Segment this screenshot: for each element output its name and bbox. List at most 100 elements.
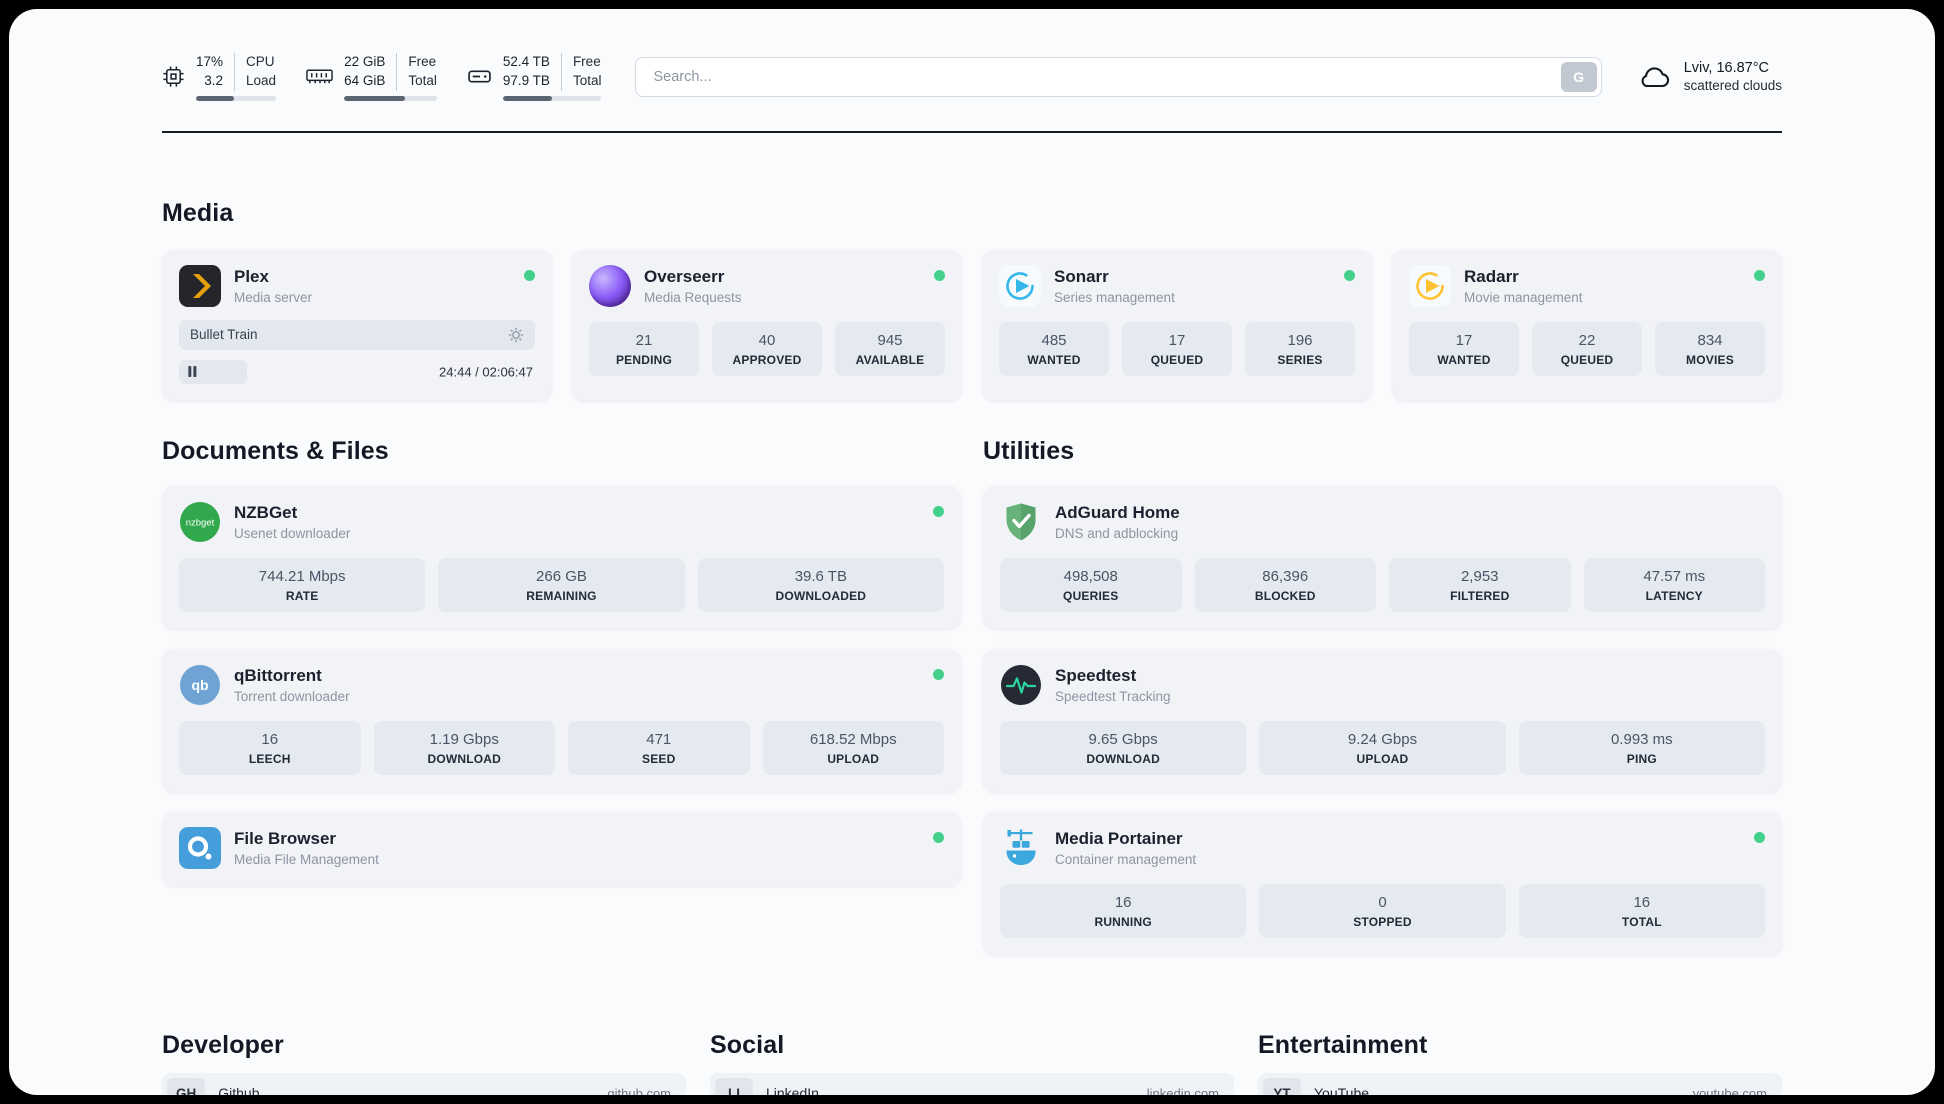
status-dot [933,831,944,843]
link-url: linkedin.com [1146,1085,1219,1095]
stat-rate: 744.21 Mbps RATE [179,557,426,612]
nzbget-icon: nzbget [179,501,221,543]
link-name: LinkedIn [766,1085,819,1095]
ram-total-label: Total [408,72,437,88]
section-utilities: Utilities AdGuard Home [983,437,1782,955]
link-url: youtube.com [1692,1085,1767,1095]
gear-icon[interactable] [508,327,524,343]
link-youtube[interactable]: YT YouTube youtube.com [1258,1072,1782,1095]
ram-progress-bar [344,95,437,101]
service-title: NZBGet [234,502,298,522]
cloud-icon [1636,64,1672,90]
service-subtitle: Usenet downloader [234,525,351,541]
stat-series: 196 SERIES [1245,321,1355,376]
section-title-utilities: Utilities [983,436,1075,465]
service-card-plex[interactable]: Plex Media server Bullet Train [162,249,552,401]
service-subtitle: Speedtest Tracking [1055,688,1171,704]
radarr-icon [1409,264,1451,307]
disk-free-label: Free [572,54,601,69]
playback-time: 24:44 / 02:06:47 [439,364,533,380]
stat-download: 9.65 Gbps DOWNLOAD [1000,720,1247,775]
service-title: qBittorrent [234,665,322,685]
adguard-icon [1000,501,1042,543]
service-card-portainer[interactable]: Media Portainer Container management 16 … [983,811,1782,955]
service-subtitle: Torrent downloader [234,688,350,704]
pause-icon[interactable] [187,365,198,378]
section-title-documents: Documents & Files [162,436,389,465]
section-documents: Documents & Files nzbget NZBGet Usenet d [162,437,961,955]
cpu-icon [162,65,185,88]
disk-free-value: 52.4 TB [502,54,550,69]
section-title-media: Media [162,198,234,227]
stat-stopped: 0 STOPPED [1259,883,1506,938]
stat-upload: 9.24 Gbps UPLOAD [1259,720,1506,775]
service-subtitle: Media Requests [644,289,742,305]
stat-total: 16 TOTAL [1518,883,1765,938]
stat-wanted: 17 WANTED [1409,321,1519,376]
link-name: Github [218,1085,260,1095]
disk-metric: 52.4 TB 97.9 TB Free Total [467,53,602,101]
stat-pending: 21 PENDING [589,321,699,376]
stat-queries: 498,508 QUERIES [1000,557,1182,612]
stat-ping: 0.993 ms PING [1518,720,1765,775]
section-title-developer: Developer [162,1030,284,1059]
overseerr-icon [589,264,631,307]
search-input[interactable] [640,68,1561,85]
stat-leech: 16 LEECH [179,720,361,775]
sonarr-icon [999,264,1041,307]
link-abbr: LI [715,1077,753,1095]
service-title: Overseerr [644,266,725,286]
service-subtitle: Container management [1055,851,1197,867]
ram-icon [306,67,333,86]
cpu-load-label: Load [246,72,277,88]
status-dot [524,269,535,281]
ram-metric: 22 GiB 64 GiB Free Total [306,53,437,101]
status-dot [1344,269,1355,281]
weather-widget: Lviv, 16.87°C scattered clouds [1636,60,1782,93]
service-card-overseerr[interactable]: Overseerr Media Requests 21 PENDING 40 A… [572,249,962,401]
section-title-social: Social [710,1030,785,1059]
stat-approved: 40 APPROVED [712,321,822,376]
section-entertainment: Entertainment YT YouTube youtube.com NF … [1258,1031,1782,1095]
stat-downloaded: 39.6 TB DOWNLOADED [697,557,944,612]
weather-location: Lviv, 16.87°C [1683,60,1770,77]
link-url: github.com [607,1085,671,1095]
cpu-metric: 17% 3.2 CPU Load [162,53,277,101]
weather-condition: scattered clouds [1683,78,1782,94]
stat-download: 1.19 Gbps DOWNLOAD [373,720,555,775]
disk-progress-bar [502,95,602,101]
service-card-adguard[interactable]: AdGuard Home DNS and adblocking 498,508 … [983,485,1782,629]
stat-queued: 22 QUEUED [1532,321,1642,376]
ram-total-value: 64 GiB [344,72,386,88]
link-name: YouTube [1314,1085,1370,1095]
stat-wanted: 485 WANTED [999,321,1109,376]
disk-total-value: 97.9 TB [502,72,550,88]
now-playing-row: Bullet Train [179,319,535,350]
stat-remaining: 266 GB REMAINING [438,557,685,612]
service-card-radarr[interactable]: Radarr Movie management 17 WANTED 22 QUE… [1392,249,1782,401]
disk-icon [467,66,492,87]
link-github[interactable]: GH Github github.com [162,1072,686,1095]
cpu-label: CPU [246,54,275,69]
service-title: File Browser [234,828,337,848]
stat-seed: 471 SEED [568,720,750,775]
service-card-filebrowser[interactable]: File Browser Media File Management [162,811,961,886]
status-dot [933,505,944,517]
stat-filtered: 2,953 FILTERED [1389,557,1571,612]
section-developer: Developer GH Github github.com SO StackO… [162,1031,686,1095]
service-card-speedtest[interactable]: Speedtest Speedtest Tracking 9.65 Gbps D… [983,648,1782,792]
top-bar: 17% 3.2 CPU Load [162,53,1782,101]
cpu-progress-bar [196,95,277,101]
service-title: AdGuard Home [1055,502,1180,522]
service-card-qbittorrent[interactable]: qb qBittorrent Torrent downloader 16 LEE… [162,648,961,792]
cpu-usage-value: 17% [196,54,224,69]
stat-queued: 17 QUEUED [1122,321,1232,376]
plex-icon [179,264,221,307]
service-card-sonarr[interactable]: Sonarr Series management 485 WANTED 17 Q… [982,249,1372,401]
link-linkedin[interactable]: LI LinkedIn linkedin.com [710,1072,1234,1095]
service-card-nzbget[interactable]: nzbget NZBGet Usenet downloader 744.21 M… [162,485,961,629]
section-title-entertainment: Entertainment [1258,1030,1428,1059]
header-divider [162,130,1782,133]
status-dot [933,668,944,680]
search-engine-button[interactable]: G [1560,61,1597,92]
